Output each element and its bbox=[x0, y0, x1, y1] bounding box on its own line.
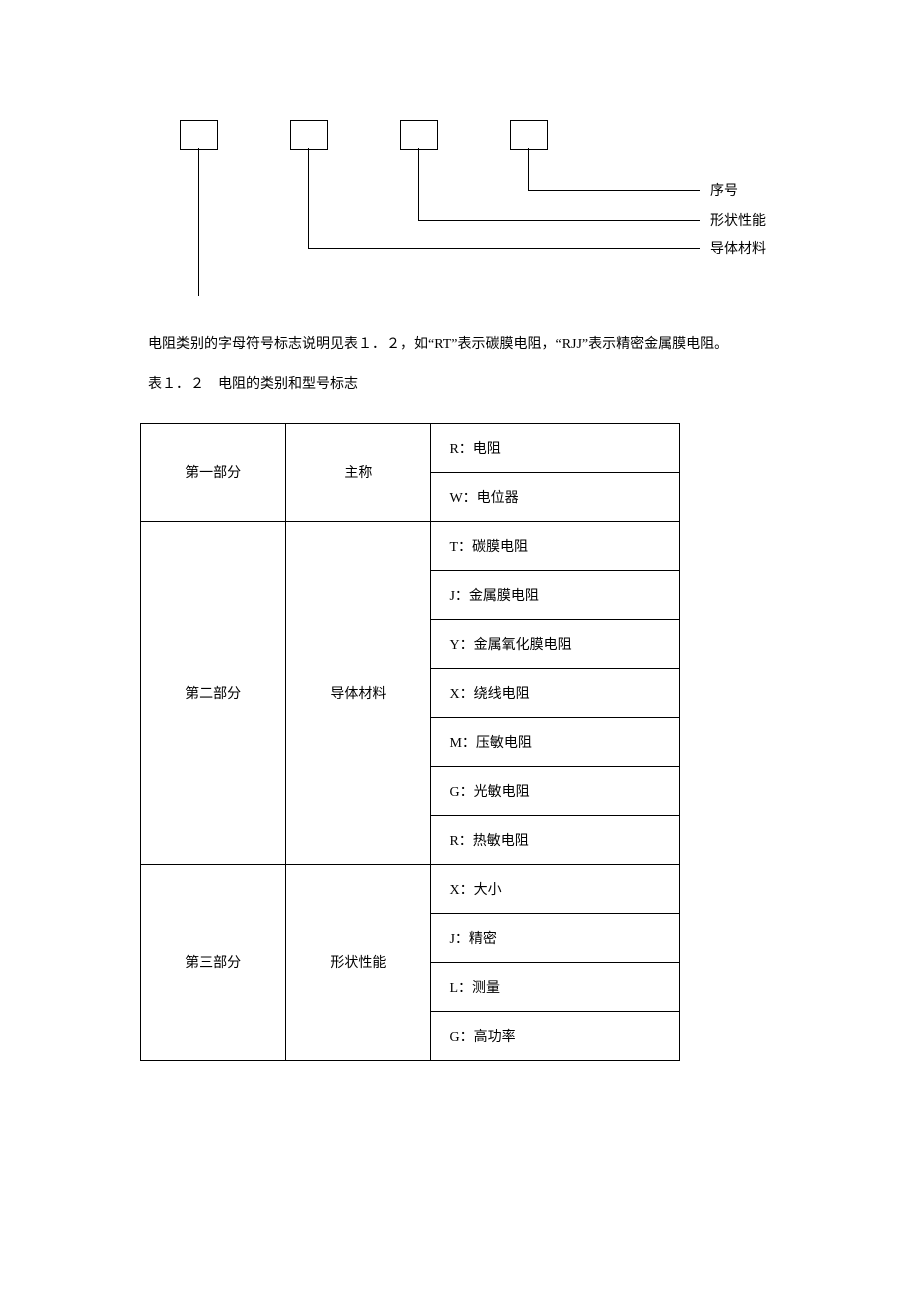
resistor-type-table: 第一部分 主称 R：电阻 W：电位器 第二部分 导体材料 T：碳膜电阻 J：金属… bbox=[140, 423, 680, 1061]
diagram-vline-main bbox=[198, 148, 199, 296]
diagram-label-shape: 形状性能 bbox=[710, 210, 766, 230]
diagram-hline-4 bbox=[528, 190, 700, 191]
diagram-box-2 bbox=[290, 120, 328, 150]
explanation-paragraph: 电阻类别的字母符号标志说明见表１．２，如“RT”表示碳膜电阻，“RJJ”表示精密… bbox=[120, 332, 800, 359]
diagram-label-material: 导体材料 bbox=[710, 238, 766, 258]
cell-item: G：高功率 bbox=[431, 1011, 680, 1060]
cell-header-1: 主称 bbox=[286, 423, 431, 521]
diagram-label-serial: 序号 bbox=[710, 180, 738, 200]
cell-item: X：绕线电阻 bbox=[431, 668, 680, 717]
diagram-vline-4 bbox=[528, 148, 529, 190]
cell-item: Y：金属氧化膜电阻 bbox=[431, 619, 680, 668]
cell-header-3: 形状性能 bbox=[286, 864, 431, 1060]
cell-item: W：电位器 bbox=[431, 472, 680, 521]
cell-item: L：测量 bbox=[431, 962, 680, 1011]
cell-item: J：金属膜电阻 bbox=[431, 570, 680, 619]
diagram-hline-3 bbox=[418, 220, 700, 221]
diagram-box-3 bbox=[400, 120, 438, 150]
cell-item: R：电阻 bbox=[431, 423, 680, 472]
cell-item: X：大小 bbox=[431, 864, 680, 913]
diagram-hline-2 bbox=[308, 248, 700, 249]
table-row: 第一部分 主称 R：电阻 bbox=[141, 423, 680, 472]
diagram-vline-3 bbox=[418, 148, 419, 220]
table-caption: 表１．２ 电阻的类别和型号标志 bbox=[120, 373, 800, 393]
cell-item: R：热敏电阻 bbox=[431, 815, 680, 864]
page: 序号 形状性能 导体材料 电阻类别的字母符号标志说明见表１．２，如“RT”表示碳… bbox=[0, 0, 920, 1121]
cell-item: M：压敏电阻 bbox=[431, 717, 680, 766]
code-structure-diagram: 序号 形状性能 导体材料 bbox=[180, 120, 800, 320]
cell-item: J：精密 bbox=[431, 913, 680, 962]
cell-item: T：碳膜电阻 bbox=[431, 521, 680, 570]
cell-part-2: 第二部分 bbox=[141, 521, 286, 864]
diagram-vline-2 bbox=[308, 148, 309, 248]
cell-part-1: 第一部分 bbox=[141, 423, 286, 521]
cell-header-2: 导体材料 bbox=[286, 521, 431, 864]
table-row: 第三部分 形状性能 X：大小 bbox=[141, 864, 680, 913]
cell-item: G：光敏电阻 bbox=[431, 766, 680, 815]
diagram-box-1 bbox=[180, 120, 218, 150]
diagram-box-4 bbox=[510, 120, 548, 150]
table-row: 第二部分 导体材料 T：碳膜电阻 bbox=[141, 521, 680, 570]
cell-part-3: 第三部分 bbox=[141, 864, 286, 1060]
